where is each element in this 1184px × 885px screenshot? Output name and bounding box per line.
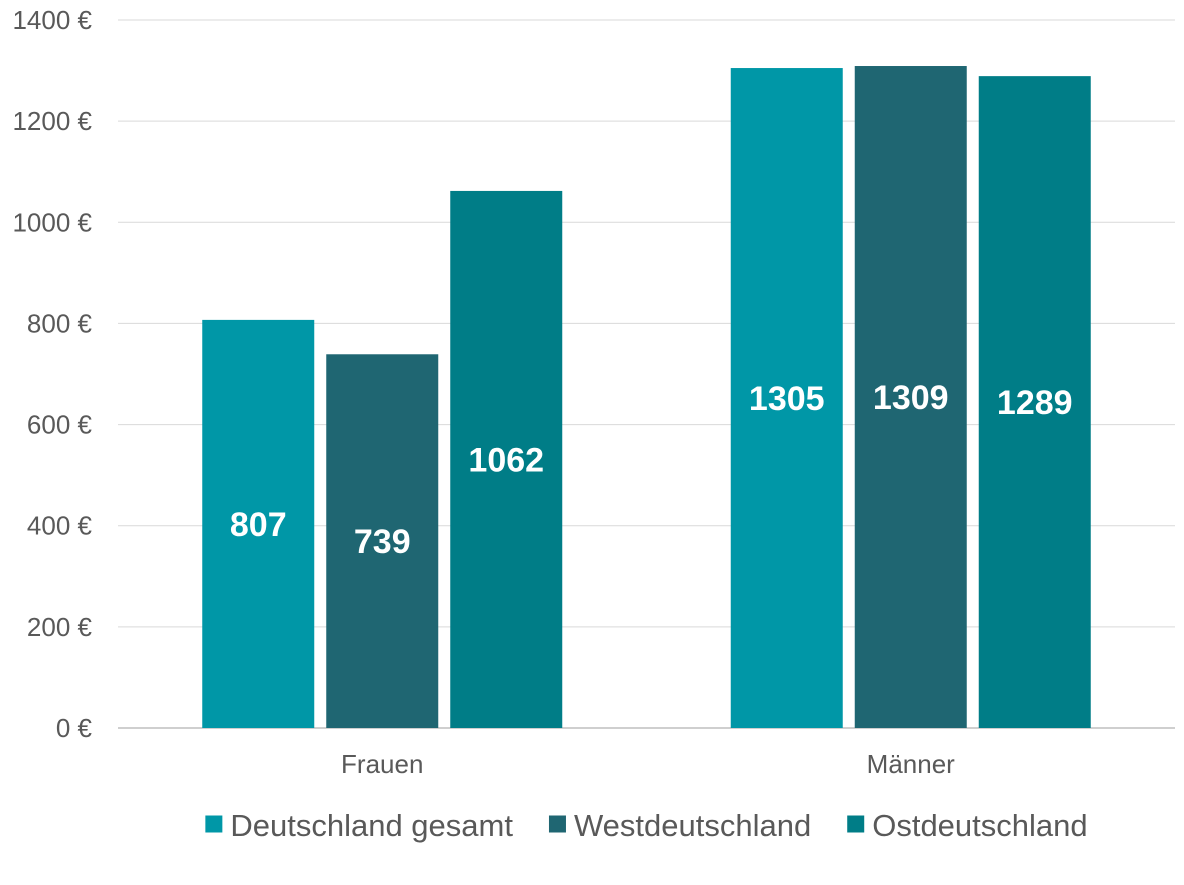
bar-frauen-3 [450, 190, 563, 729]
y-tick-label: 200 € [27, 612, 93, 642]
legend-swatch [847, 815, 865, 833]
bar-männer-2 [854, 66, 967, 728]
legend-item: Deutschland gesamt [205, 808, 513, 843]
y-tick-label: 1400 € [12, 5, 92, 35]
bar-frauen-2 [326, 354, 439, 728]
y-tick-label: 400 € [27, 511, 93, 541]
bars [202, 66, 1091, 729]
category-labels: Frauen Männer [341, 749, 955, 779]
y-tick-label: 800 € [27, 308, 93, 338]
data-label: 1289 [997, 384, 1073, 422]
y-tick-label: 1200 € [12, 106, 92, 136]
data-label: 739 [354, 523, 411, 561]
data-label: 1062 [468, 441, 544, 479]
data-label: 1305 [749, 380, 825, 418]
legend-swatch [548, 815, 566, 833]
legend-label: Westdeutschland [574, 808, 811, 843]
data-label: 807 [230, 506, 287, 544]
y-axis-ticks: 0 € 200 € 400 € 600 € 800 € 1000 € 1200 € 1400 … [12, 5, 92, 743]
category-label: Frauen [341, 749, 423, 779]
y-tick-label: 0 € [56, 713, 93, 743]
bar-männer-3 [978, 76, 1091, 729]
category-label: Männer [867, 749, 955, 779]
data-labels: 807 739 1062 1305 1309 1289 [230, 379, 1073, 561]
legend-label: Ostdeutschland [872, 808, 1087, 843]
bar-frauen-1 [202, 319, 315, 728]
legend-item: Ostdeutschland [847, 808, 1088, 843]
legend-swatch [205, 815, 223, 833]
legend-item: Westdeutschland [548, 808, 811, 843]
bar-männer-1 [730, 68, 843, 729]
legend: Deutschland gesamt Westdeutschland Ostdeut… [205, 808, 1088, 843]
y-tick-label: 600 € [27, 410, 93, 440]
legend-label: Deutschland gesamt [230, 808, 513, 843]
y-tick-label: 1000 € [12, 207, 92, 237]
data-label: 1309 [873, 379, 949, 417]
